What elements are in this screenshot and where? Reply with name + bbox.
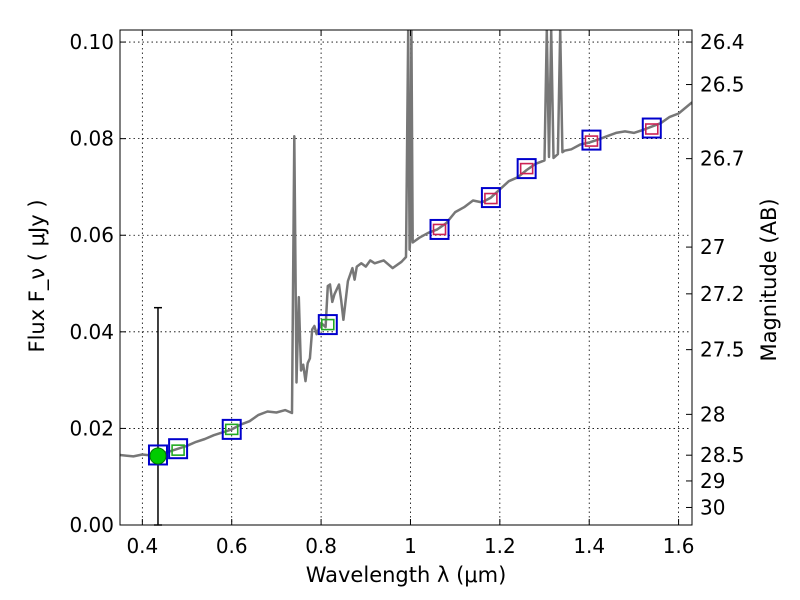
right-tick-label: 27.5	[700, 338, 745, 362]
model-photometry-point	[519, 162, 534, 175]
model-spectrum-line	[120, 30, 692, 458]
y-tick-label: 0.04	[69, 320, 114, 344]
observed-photometry-point	[641, 117, 662, 139]
y-tick-label: 0.10	[69, 30, 114, 54]
y-tick-label: 0.02	[69, 416, 114, 440]
right-tick-label: 27.2	[700, 282, 745, 306]
plot-frame	[119, 29, 693, 526]
y-axis-label: Flux F_ν ( μJy )	[25, 199, 50, 352]
x-tick-label: 0.6	[216, 534, 248, 558]
x-tick-label: 0.8	[305, 534, 337, 558]
right-tick-label: 30	[700, 495, 725, 519]
right-axis-label: Magnitude (AB)	[757, 198, 781, 361]
right-tick-label: 27	[700, 235, 725, 259]
model-photometry-point	[484, 192, 498, 205]
model-photometry-point	[171, 444, 185, 456]
x-tick-label: 1	[404, 534, 417, 558]
axis-ticks: 0.4 0.6 0.8 1 1.2 1.4 1.6 0.00 0.02 0.04 0.06 0.08 0…	[69, 30, 745, 558]
observed-photometry-point	[168, 438, 189, 460]
model-photometry-point	[320, 318, 335, 331]
observed-photometry-point	[221, 418, 242, 440]
observed-photometry-point	[429, 218, 450, 240]
x-tick-label: 1.6	[663, 534, 695, 558]
axes-frame	[119, 29, 693, 526]
right-tick-label: 28.5	[700, 443, 745, 467]
right-tick-label: 26.4	[700, 30, 745, 54]
right-tick-label: 26.5	[700, 73, 745, 97]
x-tick-label: 1.2	[484, 534, 516, 558]
y-tick-label: 0.00	[69, 513, 114, 537]
y-tick-label: 0.08	[69, 127, 114, 151]
right-tick-label: 29	[700, 469, 725, 493]
model-photometry-point	[644, 123, 659, 135]
right-tick-label: 28	[700, 402, 725, 426]
x-tick-label: 0.4	[126, 534, 158, 558]
grid-lines	[120, 30, 692, 526]
right-tick-label: 26.7	[700, 147, 745, 171]
photometry-marks	[147, 117, 662, 526]
x-tick-label: 1.4	[573, 534, 605, 558]
observed-photometry-point	[581, 129, 602, 151]
observed-photometry-point	[516, 158, 537, 180]
observed-photometry-point	[480, 187, 501, 209]
model-spectrum-group	[120, 30, 692, 458]
model-photometry-point	[584, 135, 599, 147]
detection-point	[149, 447, 167, 465]
model-photometry-point	[224, 423, 239, 436]
observed-photometry-point	[317, 314, 338, 336]
observed-photometry-point	[147, 444, 168, 466]
model-photometry-point	[432, 223, 447, 236]
y-tick-label: 0.06	[69, 223, 114, 247]
x-axis-label: Wavelength λ (μm)	[306, 563, 507, 587]
